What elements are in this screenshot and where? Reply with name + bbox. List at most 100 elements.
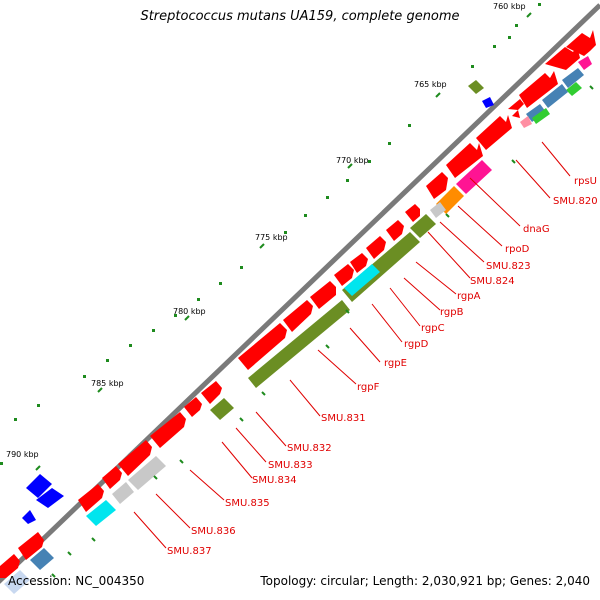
gene-label: dnaG (523, 224, 550, 235)
genome-summary-text: Topology: circular; Length: 2,030,921 bp… (260, 574, 590, 588)
leader-line (189, 469, 225, 501)
gene-label: SMU.835 (225, 498, 270, 509)
gene-arrow (426, 172, 448, 199)
gene-label: rgpD (404, 339, 429, 350)
steelblue-feature (542, 84, 568, 108)
lightblue-feature (4, 570, 30, 594)
gene-label: SMU.820 (553, 196, 598, 207)
gene-arrow (310, 281, 336, 309)
leader-line (255, 411, 287, 447)
leader-line (515, 159, 551, 199)
leader-line (427, 231, 471, 279)
lightgray-feature (128, 456, 166, 490)
leader-line (349, 327, 381, 363)
kbp-label: 775 kbp (255, 233, 288, 242)
gene-arrow (405, 204, 420, 222)
gene-label: SMU.823 (486, 261, 531, 272)
gene-labels: rpsU SMU.820 dnaG rpoD SMU.823 SMU.824 r… (167, 176, 598, 557)
gene-label: rgpF (357, 382, 380, 393)
gene-arrow (0, 554, 20, 578)
leader-line (457, 205, 503, 247)
kbp-label: 760 kbp (493, 2, 526, 11)
inner-ticks (51, 85, 594, 578)
leader-line (415, 261, 457, 295)
olive-feature (248, 300, 350, 388)
outer-features (22, 80, 494, 524)
tick-dots (0, 3, 541, 465)
kbp-label: 780 kbp (173, 307, 206, 316)
cyan-feature (344, 264, 380, 296)
blue-feature (482, 97, 494, 108)
gene-arrow (545, 46, 580, 70)
steelblue-feature (30, 548, 54, 570)
leader-line (541, 141, 571, 177)
gene-arrow (350, 253, 368, 273)
leader-line (221, 441, 253, 479)
kbp-label: 790 kbp (6, 450, 39, 459)
gene-arrow (446, 143, 483, 178)
gene-arrow (118, 440, 152, 476)
leader-line (403, 277, 441, 311)
green-feature (566, 82, 582, 96)
gene-arrow (150, 412, 186, 448)
gene-label: SMU.832 (287, 443, 332, 454)
olive-feature (410, 214, 436, 238)
gene-arrow (366, 236, 386, 259)
gene-label: rgpC (421, 323, 445, 334)
leader-line (289, 379, 321, 417)
blue-feature (26, 474, 52, 498)
leader-line (133, 511, 167, 549)
leader-line (371, 303, 403, 343)
forward-genes (0, 30, 596, 578)
blue-feature (36, 488, 64, 508)
green-feature (532, 108, 550, 124)
magenta-feature (578, 56, 592, 70)
red-small-feature (512, 110, 520, 118)
gene-label: rpsU (574, 176, 597, 187)
kbp-label: 765 kbp (414, 80, 447, 89)
gene-label: rgpA (457, 291, 481, 302)
olive-feature (468, 80, 484, 94)
gene-label: rgpB (440, 307, 464, 318)
feature-track (4, 56, 592, 594)
leader-line (155, 493, 191, 529)
leader-line (235, 427, 267, 463)
gene-arrow (476, 115, 512, 150)
gene-arrow (238, 323, 287, 370)
gene-arrow (519, 71, 558, 108)
gene-label: rgpE (384, 358, 407, 369)
leader-line (469, 177, 521, 227)
kbp-label: 785 kbp (91, 379, 124, 388)
blue-feature (22, 510, 36, 524)
steelblue-feature (526, 104, 546, 122)
gene-arrow (566, 30, 596, 56)
magenta-feature (456, 160, 492, 194)
gene-label: SMU.831 (321, 413, 366, 424)
leader-line (317, 349, 357, 385)
lightgray-feature (112, 482, 134, 504)
kbp-labels: 760 kbp 765 kbp 770 kbp 775 kbp 780 kbp … (6, 2, 526, 459)
gene-label: rpoD (505, 244, 530, 255)
gene-label: SMU.824 (470, 276, 515, 287)
major-ticks (35, 12, 532, 471)
gene-label: SMU.836 (191, 526, 236, 537)
pink-feature (520, 116, 532, 128)
leader-lines (133, 141, 571, 549)
lightgray-feature (430, 202, 446, 218)
gene-arrow (18, 532, 44, 560)
gene-label: SMU.833 (268, 460, 313, 471)
leader-line (439, 221, 485, 263)
gene-arrow (201, 381, 222, 404)
cyan-feature (86, 500, 116, 526)
gene-arrow (184, 397, 202, 417)
olive-feature (210, 398, 234, 420)
gene-arrow (508, 99, 524, 110)
gene-label: SMU.837 (167, 546, 212, 557)
steelblue-feature (562, 68, 584, 88)
gene-arrow (386, 220, 404, 241)
gene-arrow (334, 264, 354, 286)
map-title: Streptococcus mutans UA159, complete gen… (140, 9, 460, 24)
gene-arrow (102, 466, 122, 489)
kbp-label: 770 kbp (336, 156, 369, 165)
